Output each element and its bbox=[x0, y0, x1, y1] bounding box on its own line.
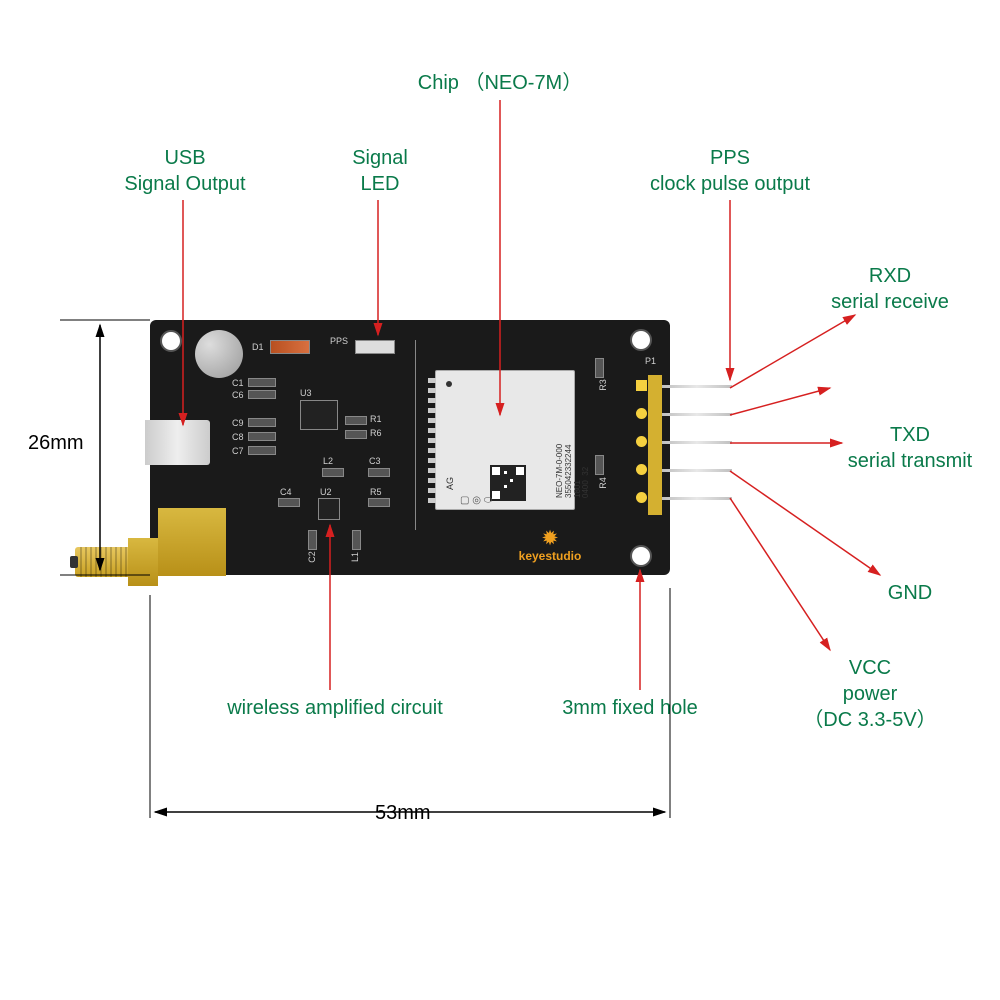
annotation-arrows bbox=[0, 0, 1000, 1000]
